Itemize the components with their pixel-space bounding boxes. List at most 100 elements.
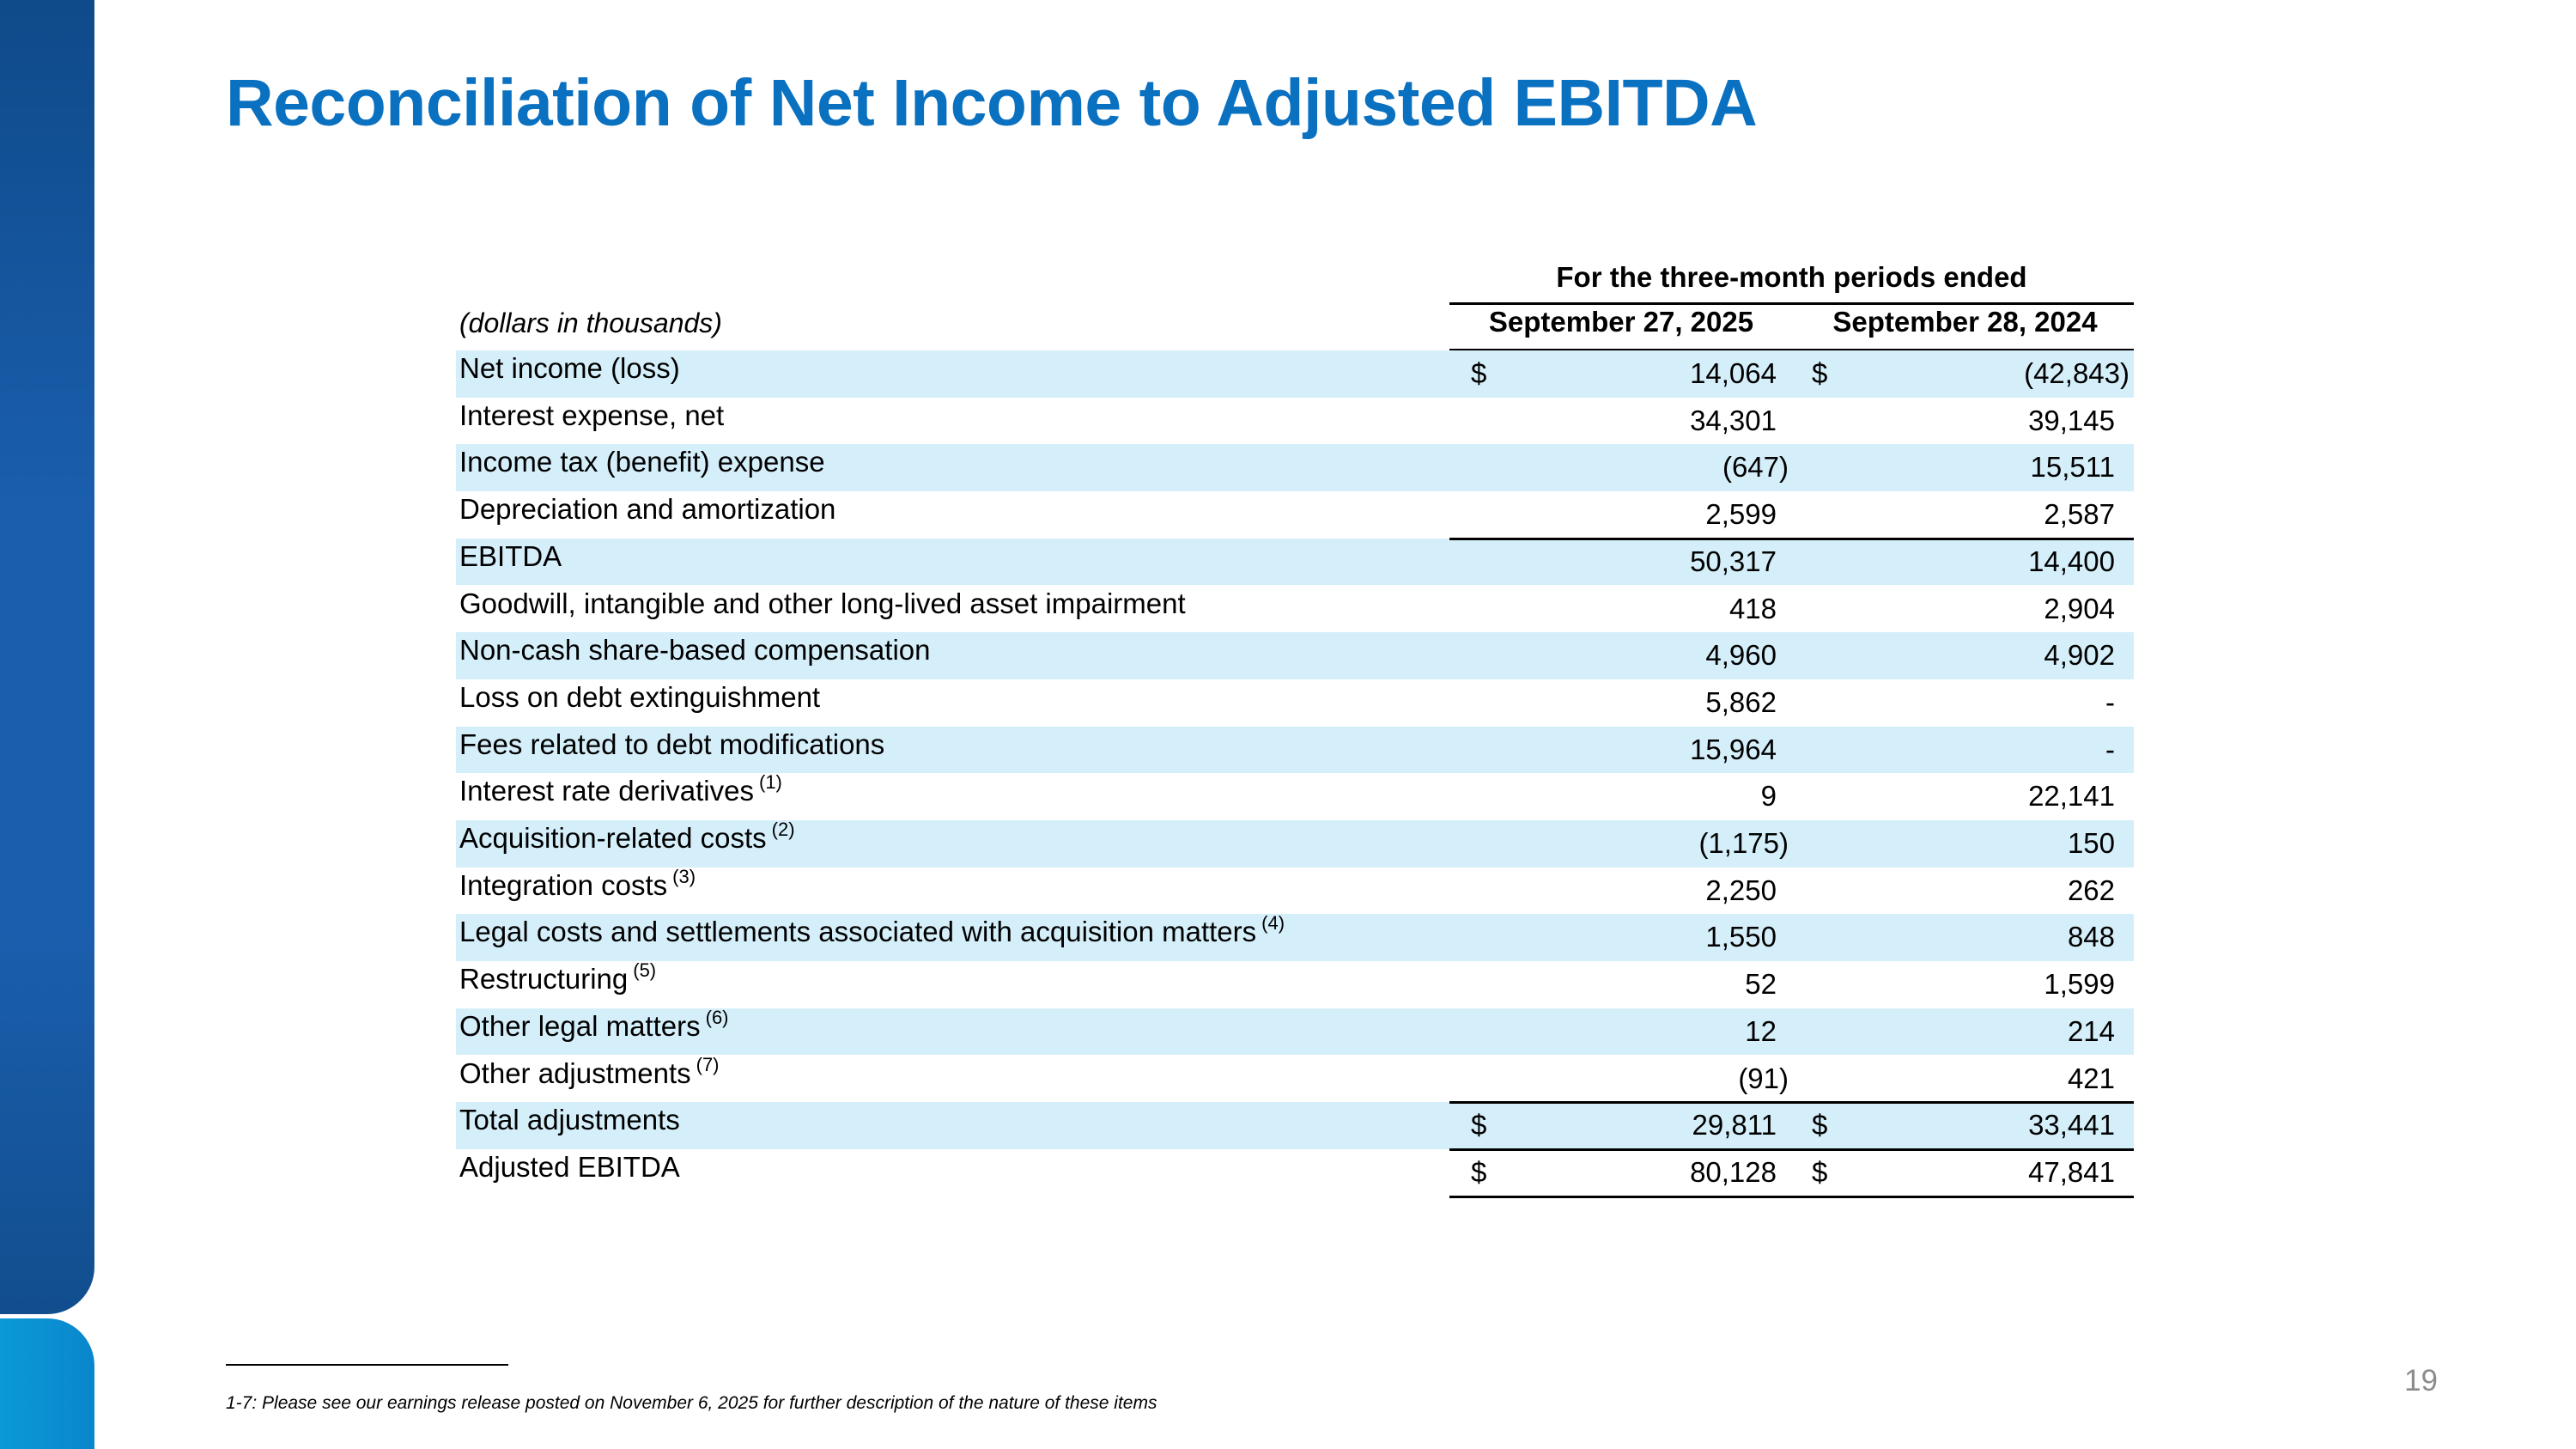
value-2024: 848	[2067, 921, 2115, 953]
currency-symbol: $	[1471, 357, 1487, 389]
footnote-ref: (7)	[696, 1053, 720, 1075]
column-header-2024: September 28, 2024	[1832, 306, 2098, 338]
value-2024: 14,400	[2028, 545, 2115, 577]
table-row: Interest expense, net 34,301 39,145	[456, 398, 2134, 445]
value-2024: 421	[2067, 1062, 2115, 1094]
row-label: Depreciation and amortization	[459, 493, 835, 526]
row-label: Other adjustments (7)	[459, 1053, 720, 1090]
page-title: Reconciliation of Net Income to Adjusted…	[226, 66, 1758, 140]
value-2024: 214	[2067, 1014, 2115, 1047]
table-row: Net income (loss) $ $14,064 (42,843)	[456, 350, 2134, 398]
row-label-text: EBITDA	[459, 539, 562, 572]
footnote-ref: (4)	[1261, 912, 1285, 935]
row-label: EBITDA	[459, 540, 562, 573]
value-2024: 33,441	[2028, 1109, 2115, 1142]
table-row: Integration costs (3) 2,250 262	[456, 865, 2134, 915]
currency-symbol: $	[1812, 357, 1828, 389]
row-label-text: Other legal matters	[459, 1009, 701, 1042]
value-2025: (1,175)	[1698, 827, 1789, 859]
value-2024: 15,511	[2030, 451, 2115, 484]
row-label: Total adjustments	[459, 1104, 680, 1136]
value-2025: 1,550	[1705, 921, 1777, 953]
table-row: Other adjustments (7) (91) 421	[456, 1053, 2134, 1103]
value-2024: 4,902	[2044, 639, 2115, 672]
row-label: Interest expense, net	[459, 399, 724, 432]
total-rule	[1449, 537, 2134, 540]
units-label: (dollars in thousands)	[459, 307, 722, 338]
row-label: Legal costs and settlements associated w…	[459, 912, 1285, 948]
row-label: Goodwill, intangible and other long-live…	[459, 588, 1186, 620]
value-2025: 52	[1745, 968, 1777, 1001]
value-2025: 80,128	[1690, 1155, 1777, 1188]
footnote-ref: (5)	[633, 959, 657, 982]
value-2025: 34,301	[1690, 404, 1777, 436]
row-label: Interest rate derivatives (1)	[459, 771, 782, 807]
row-label: Net income (loss)	[459, 352, 680, 385]
table-row: Acquisition-related costs (2) (1,175) 150	[456, 819, 2134, 868]
value-2025: 9	[1760, 780, 1777, 813]
table-row: Non-cash share-based compensation 4,960 4,…	[456, 632, 2134, 679]
value-2025: 50,317	[1690, 545, 1777, 577]
row-label: Income tax (benefit) expense	[459, 446, 825, 478]
row-label-text: Total adjustments	[459, 1104, 680, 1136]
row-label-text: Fees related to debt modifications	[459, 728, 885, 760]
row-label-text: Restructuring	[459, 963, 629, 995]
currency-symbol: $	[1471, 1155, 1487, 1188]
row-label: Other legal matters (6)	[459, 1007, 729, 1043]
footnote: 1-7: Please see our earnings release pos…	[226, 1393, 1157, 1413]
currency-symbol: $	[1812, 1155, 1828, 1188]
value-2025: (91)	[1738, 1062, 1789, 1094]
value-2025: 12	[1745, 1014, 1777, 1047]
row-label: Adjusted EBITDA	[459, 1151, 680, 1184]
value-2025: 2,599	[1705, 498, 1777, 531]
header-rule	[1449, 302, 2134, 305]
table-row: Restructuring (5) 52 1,599	[456, 959, 2134, 1008]
column-header-rule	[1449, 349, 2134, 351]
left-accent-bar-top	[0, 0, 94, 1314]
table-row: Legal costs and settlements associated w…	[456, 912, 2134, 962]
value-2024: 150	[2067, 827, 2115, 859]
table-group-header: For the three-month periods ended	[1556, 261, 2027, 293]
table-row: Interest rate derivatives (1) 9 22,141	[456, 771, 2134, 820]
row-label-text: Non-cash share-based compensation	[459, 634, 931, 667]
row-label-text: Legal costs and settlements associated w…	[459, 916, 1257, 948]
value-2025: 14,064	[1690, 357, 1777, 389]
page-number: 19	[2404, 1364, 2438, 1397]
row-label-text: Interest expense, net	[459, 399, 725, 431]
value-2025: 418	[1728, 592, 1777, 624]
footnote-ref: (2)	[771, 819, 795, 840]
row-label: Restructuring (5)	[459, 959, 656, 995]
table-row: Depreciation and amortization 2,599 2,587	[456, 491, 2134, 539]
table-row: Total adjustments $ $29,811 33,441	[456, 1102, 2134, 1149]
footnote-divider	[226, 1364, 508, 1366]
row-label: Integration costs (3)	[459, 865, 696, 902]
left-accent-bar-bottom	[0, 1318, 94, 1449]
row-label-text: Goodwill, intangible and other long-live…	[459, 587, 1186, 619]
currency-symbol: $	[1812, 1109, 1828, 1142]
value-2025: 2,250	[1705, 874, 1777, 906]
value-2025: 5,862	[1705, 685, 1777, 718]
total-rule	[1449, 1101, 2134, 1105]
row-label-text: Other adjustments	[459, 1056, 691, 1089]
table-row: Goodwill, intangible and other long-live…	[456, 586, 2134, 633]
value-2024: 47,841	[2028, 1155, 2115, 1188]
table-row: EBITDA 50,317 14,400	[456, 538, 2134, 586]
row-label: Loss on debt extinguishment	[459, 681, 820, 714]
value-2024: 39,145	[2028, 404, 2115, 436]
currency-symbol: $	[1471, 1109, 1487, 1142]
value-2024: -	[2105, 733, 2115, 765]
row-label-text: Integration costs	[459, 868, 668, 901]
table-row: Income tax (benefit) expense (647) 15,511	[456, 444, 2134, 492]
value-2024: 262	[2067, 874, 2115, 906]
row-label: Fees related to debt modifications	[459, 728, 884, 761]
row-label-text: Acquisition-related costs	[459, 822, 767, 854]
value-2024: (42,843)	[2024, 357, 2129, 389]
footnote-ref: (3)	[672, 865, 696, 887]
row-label: Acquisition-related costs (2)	[459, 819, 795, 855]
row-label-text: Income tax (benefit) expense	[459, 446, 825, 478]
row-label-text: Net income (loss)	[459, 352, 680, 384]
row-label-text: Adjusted EBITDA	[459, 1150, 680, 1183]
value-2024: 2,587	[2044, 498, 2115, 531]
table-row: Adjusted EBITDA $ $80,128 47,841	[456, 1149, 2134, 1196]
table-row: Fees related to debt modifications 15,964…	[456, 726, 2134, 774]
